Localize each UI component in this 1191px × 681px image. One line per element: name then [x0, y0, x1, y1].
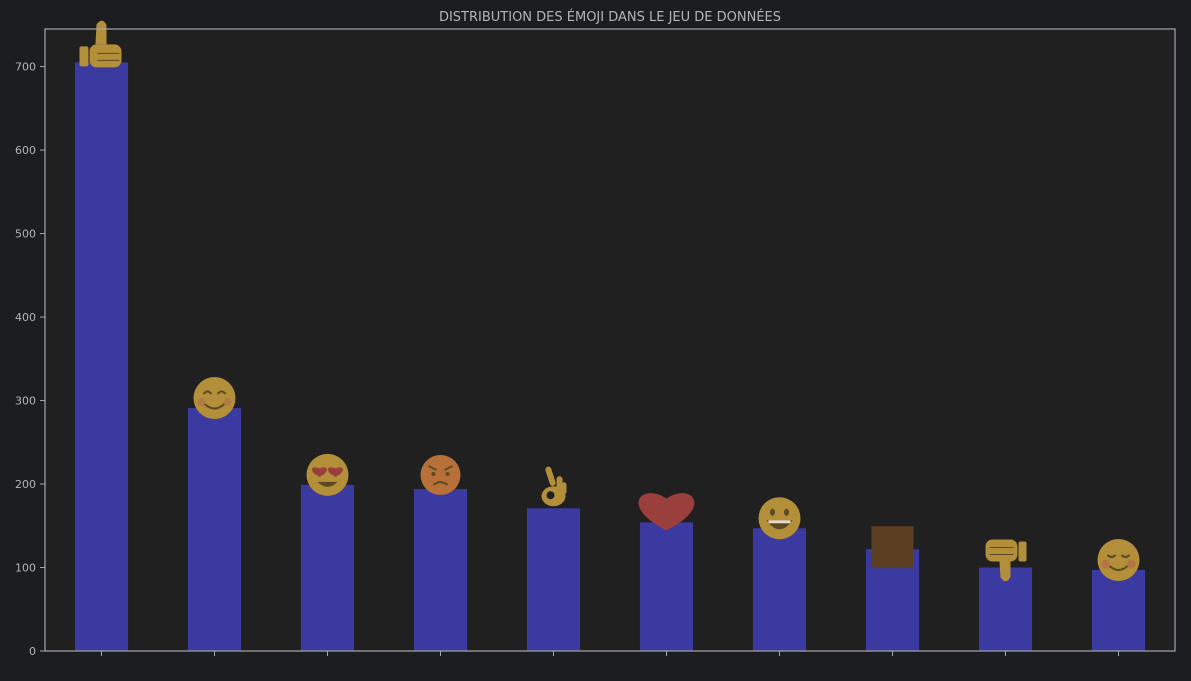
- y-tick-label: 200: [15, 478, 36, 491]
- y-tick-label: 500: [15, 228, 36, 241]
- y-tick-label: 600: [15, 144, 36, 157]
- smiling-face-icon: [193, 377, 236, 420]
- brown-square-icon: [871, 526, 914, 569]
- bar-smiling-face: [187, 408, 242, 651]
- bar-blushing-face: [1091, 570, 1146, 651]
- y-tick-label: 700: [15, 61, 36, 74]
- heart-eyes-icon: [306, 453, 349, 496]
- y-axis: 0 100 200 300 400 500 600 700: [15, 61, 45, 658]
- y-tick-label: 0: [29, 645, 36, 658]
- bar-ok-hand: [526, 508, 581, 651]
- bars-layer: [74, 62, 1146, 651]
- y-tick-label: 100: [15, 562, 36, 575]
- y-tick-label: 400: [15, 311, 36, 324]
- thumbs-down-icon: [985, 539, 1027, 582]
- grinning-face-icon: [758, 497, 801, 540]
- bar-thumbs-down: [978, 567, 1033, 651]
- bar-grinning-face: [752, 528, 807, 651]
- chart-title: DISTRIBUTION DES ÉMOJI DANS LE JEU DE DO…: [439, 9, 781, 25]
- thumbs-up-icon: [79, 20, 122, 68]
- y-tick-label: 300: [15, 395, 36, 408]
- bar-heart-eyes: [300, 484, 355, 651]
- ok-hand-icon: [541, 466, 567, 507]
- blushing-face-icon: [1097, 539, 1140, 582]
- bar-red-heart: [639, 522, 694, 651]
- bar-angry-face: [413, 489, 468, 651]
- plot-frame: [44, 28, 1176, 652]
- emoji-icons-layer: [79, 20, 1140, 582]
- red-heart-icon: [638, 493, 695, 531]
- angry-face-icon: [420, 455, 461, 496]
- bar-thumbs-up: [74, 62, 129, 651]
- x-axis: [101, 651, 1119, 656]
